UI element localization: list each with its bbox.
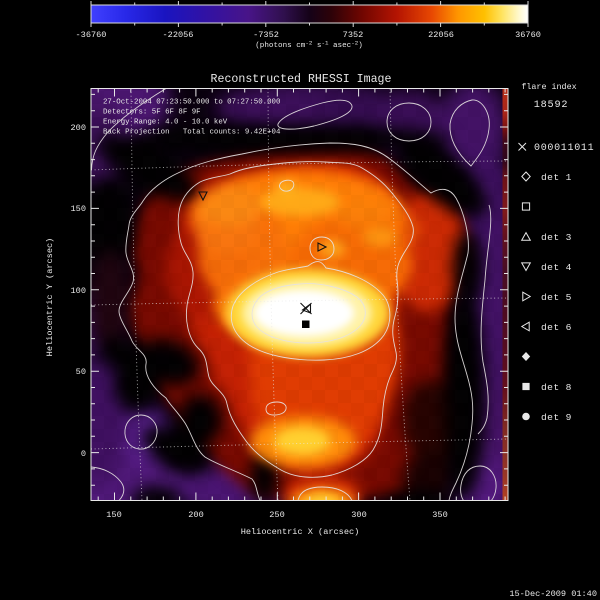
svg-text:Detectors: 5F 6F 8F 9F: Detectors: 5F 6F 8F 9F xyxy=(103,109,201,117)
svg-text:200: 200 xyxy=(188,510,203,520)
svg-text:7352: 7352 xyxy=(343,30,364,40)
svg-text:det 5: det 5 xyxy=(541,292,572,303)
svg-text:det 4: det 4 xyxy=(541,262,572,273)
svg-text:36760: 36760 xyxy=(515,30,541,40)
svg-text:-36760: -36760 xyxy=(76,30,107,40)
svg-text:200: 200 xyxy=(71,123,86,133)
svg-text:150: 150 xyxy=(71,204,86,214)
svg-text:-7352: -7352 xyxy=(253,30,279,40)
svg-text:0: 0 xyxy=(81,449,86,459)
svg-text:100: 100 xyxy=(71,286,86,296)
svg-text:det 8: det 8 xyxy=(541,382,572,393)
svg-text:(photons cm-2 s-1 asec-2): (photons cm-2 s-1 asec-2) xyxy=(255,39,363,50)
svg-text:det 1: det 1 xyxy=(541,172,572,183)
svg-text:18592: 18592 xyxy=(534,100,569,111)
svg-text:Reconstructed RHESSI Image: Reconstructed RHESSI Image xyxy=(211,73,392,86)
svg-text:300: 300 xyxy=(351,510,366,520)
svg-text:flare index: flare index xyxy=(521,82,576,92)
svg-text:det 3: det 3 xyxy=(541,232,572,243)
svg-text:det 9: det 9 xyxy=(541,412,572,423)
svg-text:15-Dec-2009 01:40: 15-Dec-2009 01:40 xyxy=(509,589,597,599)
svg-text:250: 250 xyxy=(269,510,284,520)
svg-text:det 6: det 6 xyxy=(541,322,572,333)
svg-text:50: 50 xyxy=(76,367,86,377)
svg-text:Energy Range: 4.0 - 10.0 keV: Energy Range: 4.0 - 10.0 keV xyxy=(103,119,228,127)
svg-text:150: 150 xyxy=(106,510,121,520)
svg-text:000011011: 000011011 xyxy=(534,143,594,154)
svg-text:Heliocentric Y (arcsec): Heliocentric Y (arcsec) xyxy=(45,238,55,357)
svg-text:22056: 22056 xyxy=(428,30,454,40)
svg-text:Back Projection Total counts: Back Projection Total counts: 9.42E+04 xyxy=(103,129,281,137)
svg-text:Heliocentric X (arcsec): Heliocentric X (arcsec) xyxy=(241,527,360,537)
svg-text:27-Oct-2004 07:23:50.000 to 07: 27-Oct-2004 07:23:50.000 to 07:27:50.000 xyxy=(103,99,280,107)
svg-text:350: 350 xyxy=(432,510,447,520)
svg-text:-22056: -22056 xyxy=(163,30,194,40)
